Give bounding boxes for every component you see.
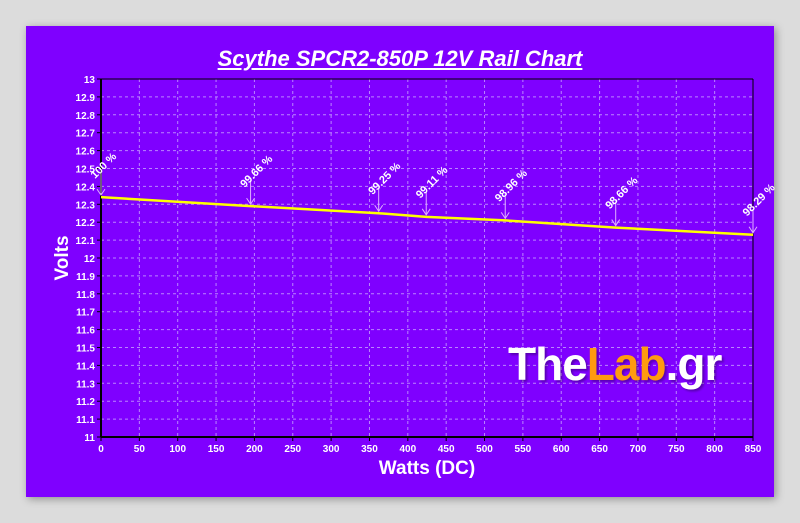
x-tick-label: 650 — [591, 444, 608, 455]
y-tick-label: 12.9 — [76, 93, 96, 104]
y-tick-label: 11.1 — [76, 415, 95, 426]
axes — [97, 78, 754, 441]
x-tick-label: 600 — [553, 444, 570, 455]
efficiency-label: 99.11 % — [414, 164, 451, 201]
x-tick-label: 800 — [706, 444, 723, 455]
x-tick-label: 400 — [399, 444, 416, 455]
y-tick-label: 12.3 — [76, 200, 96, 211]
x-tick-label: 100 — [169, 444, 186, 455]
x-tick-label: 250 — [284, 444, 301, 455]
efficiency-label: 99.25 % — [366, 160, 403, 197]
y-tick-label: 11.5 — [76, 344, 95, 355]
y-tick-label: 12 — [84, 254, 96, 265]
y-axis-label: Volts — [52, 235, 73, 280]
x-tick-label: 750 — [668, 444, 685, 455]
logo-part-the: The — [508, 338, 588, 390]
x-tick-label: 150 — [208, 444, 225, 455]
efficiency-label: 98.29 % — [741, 182, 778, 219]
x-tick-label: 550 — [515, 444, 532, 455]
logo-part-lab: Lab — [586, 338, 667, 390]
logo-part-gr: .gr — [665, 338, 723, 390]
efficiency-label: 99.66 % — [238, 153, 275, 190]
y-tick-label: 11.9 — [76, 272, 95, 283]
y-tick-label: 11 — [84, 433, 95, 444]
x-tick-label: 850 — [745, 444, 762, 455]
y-tick-label: 12.1 — [76, 236, 96, 247]
x-tick-label: 450 — [438, 444, 455, 455]
y-tick-label: 11.8 — [76, 290, 95, 301]
chart-title: Scythe SPCR2-850P 12V Rail Chart — [217, 46, 583, 71]
efficiency-annotations: 100 % 99.66 % 99.25 % 99.11 % 98.96 % 98.66 %… — [89, 151, 778, 234]
y-tick-label: 11.6 — [76, 326, 95, 337]
voltage-line — [100, 195, 754, 236]
chart-frame — [26, 26, 774, 497]
y-tick-label: 11.3 — [76, 379, 95, 390]
y-tick-label: 11.2 — [76, 397, 95, 408]
x-axis-ticks: 0 50 100 150 200 250 300 350 400 450 500 550 600 650 7… — [98, 444, 762, 455]
y-tick-label: 13 — [84, 75, 96, 86]
x-tick-label: 300 — [323, 444, 340, 455]
y-tick-label: 11.4 — [76, 361, 95, 372]
grid-lines — [101, 78, 754, 437]
y-tick-label: 11.7 — [76, 308, 95, 319]
x-tick-label: 0 — [98, 444, 104, 455]
y-tick-label: 12.5 — [76, 165, 96, 176]
x-tick-label: 50 — [134, 444, 146, 455]
x-tick-label: 350 — [361, 444, 378, 455]
y-tick-label: 12.7 — [76, 129, 96, 140]
y-tick-label: 12.6 — [76, 147, 96, 158]
efficiency-label: 98.66 % — [603, 175, 640, 212]
thelab-watermark-logo: TheLab.gr — [508, 337, 723, 391]
x-axis-label: Watts (DC) — [379, 458, 475, 479]
x-tick-label: 700 — [630, 444, 647, 455]
y-tick-label: 12.2 — [76, 218, 96, 229]
x-tick-label: 200 — [246, 444, 263, 455]
y-tick-label: 12.4 — [76, 182, 96, 193]
y-tick-label: 12.8 — [76, 111, 96, 122]
x-tick-label: 500 — [476, 444, 493, 455]
y-axis-ticks: 11 11.1 11.2 11.3 11.4 11.5 11.6 11.7 11.8 11.9 12… — [76, 75, 96, 444]
